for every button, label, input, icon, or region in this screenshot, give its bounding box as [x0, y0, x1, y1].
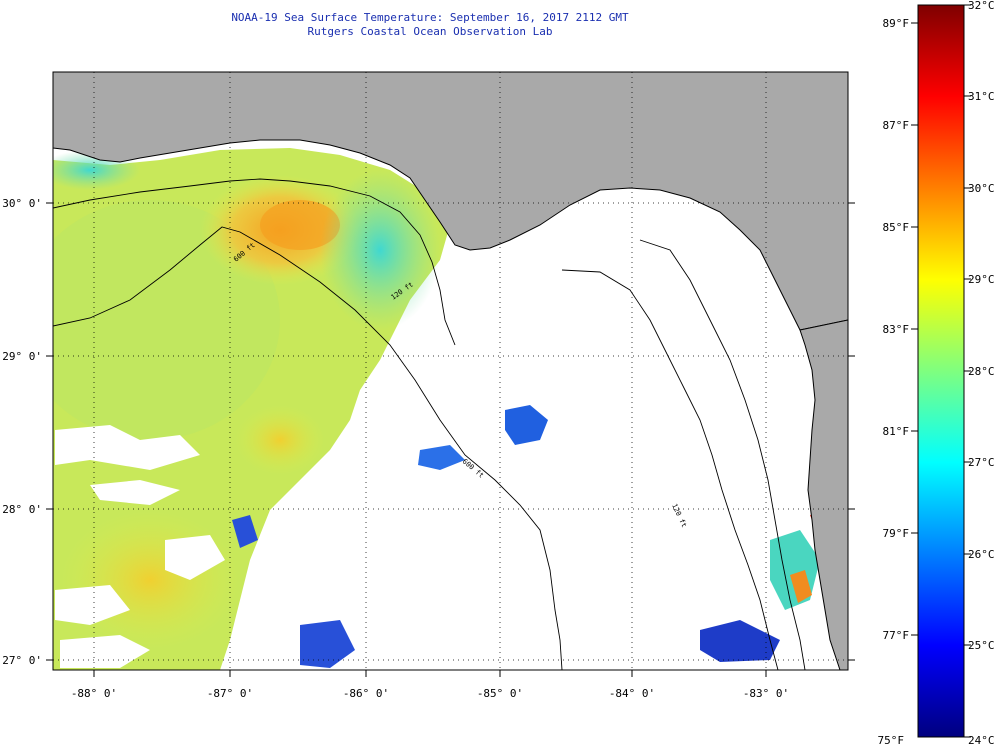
colorbar-label-c: 30°C — [968, 182, 995, 195]
colorbar-label-c: 29°C — [968, 273, 995, 286]
colorbar-label-f: 75°F — [878, 734, 905, 747]
sst-cold-patch — [300, 620, 355, 668]
warm-core-center — [260, 200, 340, 250]
contour-600ft-east — [561, 269, 779, 670]
colorbar-ticks — [911, 4, 971, 738]
colorbar-label-c: 26°C — [968, 548, 995, 561]
cloud-patch — [55, 585, 130, 625]
contour-120ft-west — [53, 178, 456, 346]
colorbar: 32°C 31°C 30°C 29°C 28°C 27°C 26°C 25°C … — [878, 0, 995, 747]
sst-cold-patch — [232, 515, 258, 548]
colorbar-label-f: 85°F — [883, 221, 910, 234]
map-subtitle: Rutgers Coastal Ocean Observation Lab — [307, 25, 553, 38]
cloud-patch — [55, 425, 200, 470]
map-title: NOAA-19 Sea Surface Temperature: Septemb… — [231, 11, 629, 24]
colorbar-label-c: 31°C — [968, 90, 995, 103]
lon-tick-label: -83° 0' — [743, 687, 789, 700]
cloud-patch — [90, 480, 180, 505]
colorbar-label-f: 77°F — [883, 629, 910, 642]
lat-tick-label: 30° 0' — [2, 197, 42, 210]
land-florida-peninsula — [799, 319, 848, 670]
lon-tick-label: -87° 0' — [207, 687, 253, 700]
colorbar-label-c: 32°C — [968, 0, 995, 12]
contour-120ft-east — [639, 239, 806, 670]
lon-tick-label: -86° 0' — [343, 687, 389, 700]
cloud-patch — [60, 635, 150, 668]
lon-tick-label: -88° 0' — [71, 687, 117, 700]
colorbar-label-f: 81°F — [883, 425, 910, 438]
map-frame-content: 120 ft 600 ft 600 ft 120 ft — [53, 72, 848, 670]
colorbar-label-f: 79°F — [883, 527, 910, 540]
colorbar-label-f: 83°F — [883, 323, 910, 336]
land-gulf-coast — [53, 72, 848, 331]
cloud-patch — [165, 535, 225, 580]
cool-band — [320, 170, 440, 330]
colorbar-label-c: 25°C — [968, 639, 995, 652]
contour-600ft-west — [53, 226, 563, 670]
lat-tick-label: 28° 0' — [2, 503, 42, 516]
colorbar-label-c: 28°C — [968, 365, 995, 378]
lon-tick-label: -85° 0' — [477, 687, 523, 700]
sst-warm-coastal — [790, 570, 812, 603]
lat-tick-label: 29° 0' — [2, 350, 42, 363]
sst-cold-patch — [418, 445, 465, 470]
lat-tick-label: 27° 0' — [2, 654, 42, 667]
tick-marks — [46, 202, 855, 677]
colorbar-label-f: 89°F — [883, 17, 910, 30]
colorbar-scale — [917, 4, 965, 738]
sst-cold-patch — [505, 405, 548, 445]
colorbar-label-c: 27°C — [968, 456, 995, 469]
sst-cold-patch — [700, 620, 780, 662]
lon-tick-label: -84° 0' — [609, 687, 655, 700]
warm-patch — [235, 405, 325, 475]
map-frame — [52, 71, 849, 671]
colorbar-label-c: 24°C — [968, 734, 995, 747]
colorbar-label-f: 87°F — [883, 119, 910, 132]
warm-patch-south — [60, 510, 240, 650]
